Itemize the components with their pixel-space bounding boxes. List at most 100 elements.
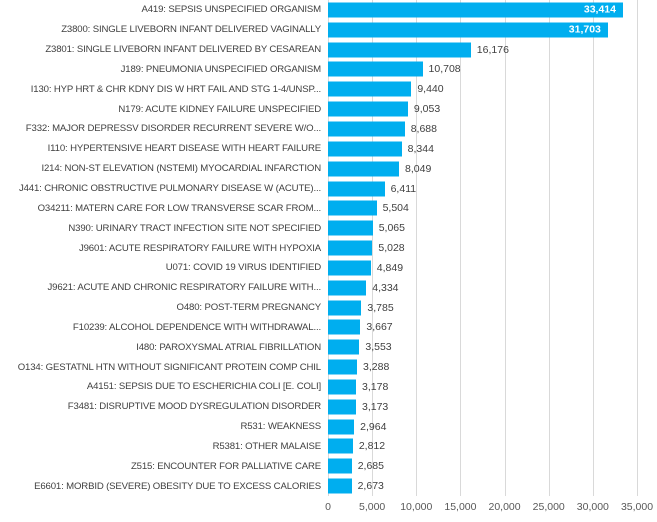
gridline [460, 0, 462, 496]
gridline [504, 0, 506, 496]
plot-cell: 16,176 [328, 40, 637, 60]
bar[interactable] [328, 181, 385, 197]
bar-row: Z3800: SINGLE LIVEBORN INFANT DELIVERED … [0, 20, 657, 40]
category-label: U071: COVID 19 VIRUS IDENTIFIED [165, 262, 321, 274]
x-axis-tick-label: 5,000 [359, 501, 386, 513]
category-label: F3481: DISRUPTIVE MOOD DYSREGULATION DIS… [67, 401, 321, 413]
bar-row: A419: SEPSIS UNSPECIFIED ORGANISM 33,414 [0, 0, 657, 20]
bar[interactable]: 33,414 [328, 2, 623, 18]
gridline [548, 0, 550, 496]
bar[interactable] [328, 379, 357, 395]
category-label: F10239: ALCOHOL DEPENDENCE WITH WITHDRAW… [72, 321, 321, 333]
value-label: 3,553 [365, 341, 392, 354]
value-label: 6,411 [390, 182, 417, 195]
category-label: O134: GESTATNL HTN WITHOUT SIGNIFICANT P… [17, 361, 321, 373]
category-label: J441: CHRONIC OBSTRUCTIVE PULMONARY DISE… [18, 183, 321, 195]
bar[interactable] [328, 280, 367, 296]
value-label: 5,028 [378, 242, 405, 255]
bar-row: U071: COVID 19 VIRUS IDENTIFIED 4,849 [0, 258, 657, 278]
bar[interactable] [328, 359, 358, 375]
bar-row: J9621: ACUTE AND CHRONIC RESPIRATORY FAI… [0, 278, 657, 298]
x-axis-tick-label: 10,000 [400, 501, 433, 513]
plot-cell: 3,553 [328, 337, 637, 357]
value-label: 9,053 [413, 103, 441, 116]
category-label: J9601: ACUTE RESPIRATORY FAILURE WITH HY… [78, 242, 321, 254]
bar-row: J9601: ACUTE RESPIRATORY FAILURE WITH HY… [0, 238, 657, 258]
bar[interactable] [328, 419, 355, 435]
plot-cell: 8,688 [328, 119, 637, 139]
bar[interactable] [328, 42, 471, 58]
value-label: 3,288 [363, 361, 390, 374]
value-label: 3,178 [362, 380, 389, 393]
bar-row: Z3801: SINGLE LIVEBORN INFANT DELIVERED … [0, 40, 657, 60]
bar[interactable] [328, 478, 352, 494]
bar[interactable] [328, 61, 423, 77]
bar[interactable] [328, 260, 371, 276]
bar[interactable]: 31,703 [328, 22, 608, 38]
x-axis-tick-label: 30,000 [576, 501, 609, 513]
category-label: A4151: SEPSIS DUE TO ESCHERICHIA COLI [E… [86, 381, 321, 393]
plot-cell: 2,673 [328, 476, 637, 496]
bar[interactable] [328, 121, 405, 137]
bar[interactable] [328, 161, 400, 177]
bar[interactable] [328, 399, 356, 415]
category-label: J9621: ACUTE AND CHRONIC RESPIRATORY FAI… [47, 282, 321, 294]
plot-cell: 9,053 [328, 99, 637, 119]
gridline [592, 0, 594, 496]
bar[interactable] [328, 200, 377, 216]
value-label: 4,334 [372, 281, 399, 294]
bar[interactable] [328, 101, 408, 117]
value-label: 4,849 [376, 261, 404, 274]
bar-row: N390: URINARY TRACT INFECTION SITE NOT S… [0, 218, 657, 238]
plot-cell: 31,703 [328, 20, 637, 40]
bar-row: J189: PNEUMONIA UNSPECIFIED ORGANISM 10,7… [0, 60, 657, 80]
bar[interactable] [328, 81, 412, 97]
bar-row: R5381: OTHER MALAISE 2,812 [0, 437, 657, 457]
bar-row: Z515: ENCOUNTER FOR PALLIATIVE CARE 2,685 [0, 456, 657, 476]
category-label: F332: MAJOR DEPRESSV DISORDER RECURRENT … [25, 123, 321, 135]
category-label: R531: WEAKNESS [240, 421, 321, 433]
plot-cell: 3,288 [328, 357, 637, 377]
bar-row: O134: GESTATNL HTN WITHOUT SIGNIFICANT P… [0, 357, 657, 377]
category-label: Z3801: SINGLE LIVEBORN INFANT DELIVERED … [45, 44, 321, 56]
bar[interactable] [328, 300, 362, 316]
bar[interactable] [328, 339, 360, 355]
gridline [416, 0, 418, 496]
bar-row: I130: HYP HRT & CHR KDNY DIS W HRT FAIL … [0, 79, 657, 99]
category-label: I480: PAROXYSMAL ATRIAL FIBRILLATION [136, 341, 321, 353]
value-label: 3,785 [367, 301, 394, 314]
value-label: 5,065 [378, 222, 405, 235]
bar[interactable] [328, 319, 361, 335]
plot-cell: 6,411 [328, 179, 637, 199]
bar-row: O480: POST-TERM PREGNANCY 3,785 [0, 298, 657, 318]
plot-cell: 33,414 [328, 0, 637, 20]
value-label: 5,504 [382, 202, 409, 215]
bar[interactable] [328, 141, 402, 157]
category-label: N179: ACUTE KIDNEY FAILURE UNSPECIFIED [118, 103, 321, 115]
x-axis-tick-label: 20,000 [488, 501, 521, 513]
plot-cell: 3,785 [328, 298, 637, 318]
plot-cell: 9,440 [328, 79, 637, 99]
plot-cell: 2,685 [328, 456, 637, 476]
plot-cell: 2,812 [328, 437, 637, 457]
plot-cell: 3,178 [328, 377, 637, 397]
bar[interactable] [328, 438, 353, 454]
value-label: 9,440 [417, 83, 444, 96]
bar[interactable] [328, 220, 373, 236]
plot-cell: 3,667 [328, 318, 637, 338]
bar-row: I110: HYPERTENSIVE HEART DISEASE WITH HE… [0, 139, 657, 159]
plot-cell: 4,849 [328, 258, 637, 278]
value-label: 2,673 [357, 480, 384, 493]
category-label: J189: PNEUMONIA UNSPECIFIED ORGANISM [120, 63, 322, 75]
bar-row: F10239: ALCOHOL DEPENDENCE WITH WITHDRAW… [0, 318, 657, 338]
value-label: 3,667 [366, 321, 393, 334]
x-axis-tick-label: 35,000 [620, 501, 654, 513]
bar-row: R531: WEAKNESS 2,964 [0, 417, 657, 437]
bar-row: I214: NON-ST ELEVATION (NSTEMI) MYOCARDI… [0, 159, 657, 179]
value-label: 8,688 [410, 122, 437, 135]
bar[interactable] [328, 240, 373, 256]
plot-cell: 5,065 [328, 218, 637, 238]
plot-cell: 3,173 [328, 397, 637, 417]
bar[interactable] [328, 458, 352, 474]
category-label: I110: HYPERTENSIVE HEART DISEASE WITH HE… [47, 143, 321, 155]
